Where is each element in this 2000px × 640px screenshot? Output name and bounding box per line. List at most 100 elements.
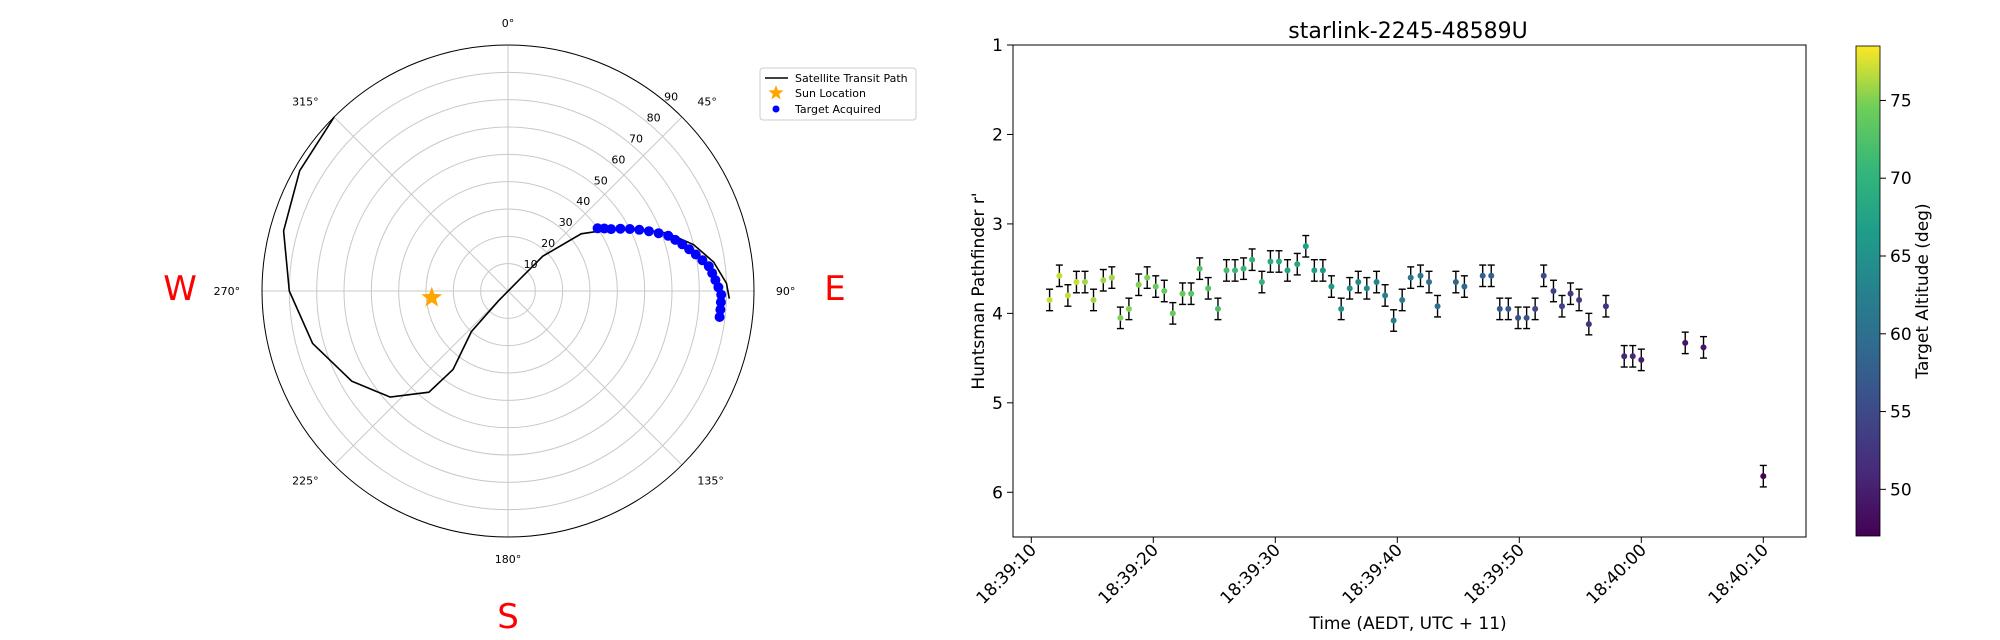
point-marker (1311, 267, 1318, 274)
data-point (1319, 258, 1327, 282)
data-point (1398, 288, 1406, 312)
point-marker (1638, 356, 1645, 363)
data-point (1496, 297, 1504, 321)
legend-sun-label: Sun Location (795, 87, 866, 100)
point-marker (1223, 267, 1230, 274)
point-marker (1515, 314, 1522, 321)
sun-star (421, 286, 443, 307)
data-point (1354, 270, 1362, 294)
data-point (1523, 306, 1531, 330)
point-marker (1117, 314, 1124, 321)
data-point (1214, 297, 1222, 321)
point-marker (1682, 339, 1689, 346)
point-marker (1196, 265, 1203, 272)
colorbar (1855, 45, 1881, 537)
data-point (1567, 282, 1575, 306)
point-marker (1540, 272, 1547, 279)
point-marker (1205, 285, 1212, 292)
x-tick-label: 18:39:40 (1339, 540, 1407, 608)
point-marker (1567, 290, 1574, 297)
x-tick-label: 18:40:00 (1583, 540, 1651, 608)
radial-tick-label: 30 (559, 216, 573, 229)
point-marker (1100, 277, 1107, 284)
target-point (634, 224, 645, 235)
data-point (1135, 273, 1143, 297)
radial-tick-label: 60 (611, 153, 625, 166)
data-point (1152, 275, 1160, 298)
polar-grid-spoke (333, 116, 509, 292)
data-point (1125, 297, 1133, 321)
polar-grid (262, 45, 754, 537)
colorbar-tick-label: 65 (1890, 247, 1912, 267)
data-point (1575, 288, 1583, 312)
point-marker (1338, 305, 1345, 312)
data-point (1637, 348, 1645, 372)
data-point (1204, 276, 1212, 300)
data-point (1479, 264, 1487, 288)
data-point (1504, 297, 1512, 321)
y-axis-ticks: 1 2 3 4 5 6 (992, 36, 1013, 503)
data-point (1460, 275, 1468, 298)
point-marker (1629, 353, 1636, 360)
colorbar-tick-label: 50 (1890, 480, 1912, 500)
point-marker (1532, 305, 1539, 312)
point-marker (1399, 296, 1406, 303)
data-point (1514, 306, 1522, 330)
target-point (697, 255, 708, 266)
angle-label: 270° (214, 285, 241, 298)
point-marker (1081, 279, 1088, 286)
data-point (1258, 270, 1266, 294)
point-marker (1125, 305, 1132, 312)
colorbar-tick-label: 75 (1890, 91, 1912, 111)
data-point (1487, 264, 1495, 288)
point-marker (1319, 267, 1326, 274)
point-marker (1760, 473, 1767, 480)
angle-label: 180° (495, 553, 522, 566)
y-tick-label: 2 (992, 125, 1003, 145)
data-point (1310, 258, 1318, 282)
data-point (1681, 331, 1689, 355)
target-point (690, 249, 701, 260)
x-tick-label: 18:39:10 (973, 540, 1041, 608)
data-point (1346, 276, 1354, 300)
colorbar-ticks: 50 55 60 65 70 75 (1880, 91, 1912, 500)
target-point (624, 224, 635, 234)
point-marker (1161, 288, 1168, 294)
data-point (1081, 270, 1089, 294)
data-point (1143, 266, 1151, 290)
angle-label: 225° (292, 474, 319, 487)
data-point (1116, 306, 1124, 330)
point-marker (1214, 305, 1221, 312)
angle-label: 135° (697, 474, 724, 487)
legend-path-label: Satellite Transit Path (795, 72, 908, 85)
point-marker (1426, 279, 1433, 286)
point-marker (1452, 279, 1459, 286)
target-point (684, 244, 695, 255)
x-tick-label: 18:39:20 (1095, 540, 1163, 608)
data-point (1602, 294, 1610, 318)
plot-frame (1012, 44, 1807, 538)
point-marker (1523, 314, 1530, 321)
data-point (1302, 234, 1310, 258)
data-point (1416, 264, 1424, 288)
point-marker (1188, 290, 1195, 297)
point-marker (1390, 317, 1397, 324)
polar-angle-labels: 0° 45° 90° 135° 180° 225° 270° 315° (214, 17, 796, 566)
data-point (1099, 268, 1107, 292)
point-marker (1585, 321, 1592, 328)
colorbar-tick-label: 70 (1890, 169, 1912, 189)
point-marker (1258, 279, 1265, 286)
compass-east: E (824, 269, 845, 309)
data-point (1759, 464, 1767, 488)
data-point (1452, 270, 1460, 294)
data-point (1585, 312, 1593, 336)
data-point (1327, 275, 1335, 298)
data-point (1540, 264, 1548, 288)
x-axis-ticks: 18:39:10 18:39:20 18:39:30 18:39:40 18:39:50… (973, 537, 1773, 609)
point-marker (1179, 290, 1186, 297)
point-marker (1417, 272, 1424, 279)
angle-label: 90° (776, 285, 796, 298)
